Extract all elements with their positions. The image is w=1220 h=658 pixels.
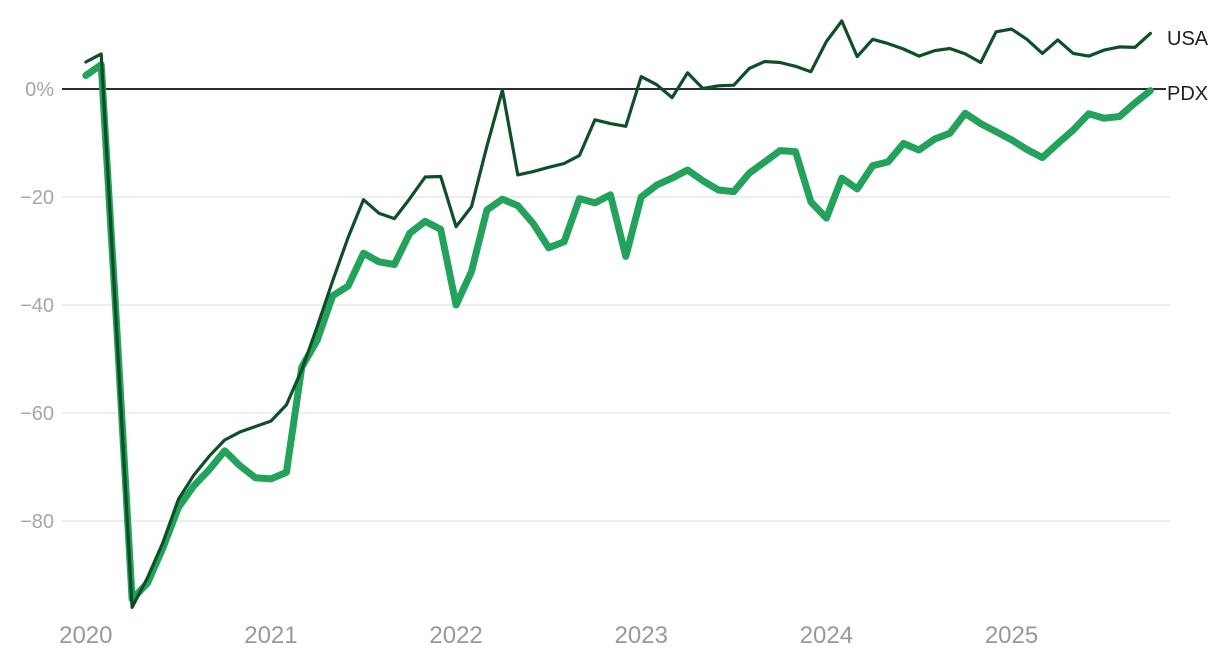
y-tick-label: −40	[20, 295, 54, 317]
pdx-line	[82, 61, 1154, 603]
x-tick-label: 2023	[615, 622, 668, 649]
x-tick-label: 2024	[800, 622, 853, 649]
series-layer	[82, 19, 1154, 610]
x-tick-label: 2025	[985, 622, 1038, 649]
gridlines-layer	[62, 88, 1170, 522]
axis-labels-layer: 0% −20 −40 −60 −80 2020 2021 2022 2023 2024 2025	[20, 79, 1038, 649]
x-tick-label: 2021	[244, 622, 297, 649]
y-tick-label: 0%	[25, 79, 54, 101]
usa-line	[84, 19, 1153, 610]
y-tick-label: −80	[20, 511, 54, 533]
y-tick-label: −60	[20, 403, 54, 425]
y-tick-label: −20	[20, 187, 54, 209]
legend-usa-label: USA	[1167, 28, 1209, 50]
legend-pdx-label: PDX	[1167, 83, 1208, 105]
x-tick-label: 2020	[59, 622, 112, 649]
x-tick-label: 2022	[429, 622, 482, 649]
